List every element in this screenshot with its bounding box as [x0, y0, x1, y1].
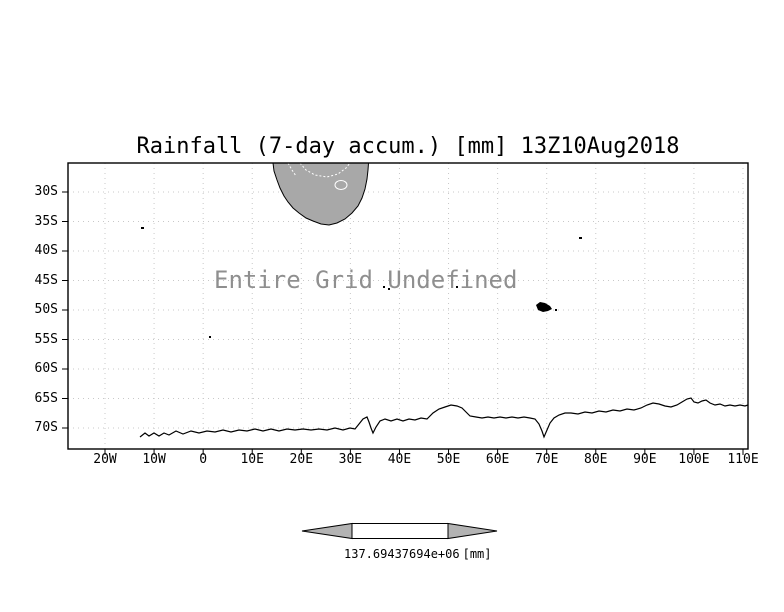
island-dot [555, 309, 557, 311]
kerguelen-island [536, 302, 552, 312]
lesotho-outline [334, 180, 348, 190]
x-axis-tick-label: 80E [584, 452, 608, 467]
grid-undefined-message: Entire Grid Undefined [214, 266, 518, 294]
y-axis-tick-label: 45S [34, 272, 58, 288]
island-dot [141, 227, 144, 229]
axis-ticks-layer [62, 191, 744, 455]
island-dot [388, 288, 390, 290]
x-axis-tick-label: 10E [240, 452, 264, 467]
colorbar-body [351, 523, 449, 539]
islands-group [141, 227, 582, 338]
antarctica-fill [140, 398, 748, 449]
y-axis-tick-label: 40S [34, 243, 58, 258]
country-border-line [299, 162, 351, 178]
x-axis-tick-label: 20E [289, 452, 314, 467]
antarctica-coastline [139, 397, 749, 439]
island-dot [383, 286, 385, 288]
y-axis-tick-label: 55S [34, 331, 58, 347]
antarctica-group [139, 397, 749, 449]
island-dot [579, 237, 582, 239]
plot-border [67, 162, 749, 450]
x-axis-tick-label: 60E [485, 452, 510, 467]
y-axis-tick-label: 35S [34, 213, 58, 229]
x-axis-tick-label: 20W [93, 452, 117, 467]
africa-landmass [272, 162, 370, 226]
y-axis-tick-label: 50S [34, 302, 58, 317]
y-axis-tick-label: 60S [34, 361, 58, 376]
africa-group [272, 162, 370, 226]
y-axis-tick-label: 65S [34, 390, 58, 406]
island-dot [209, 336, 211, 338]
chart-title: Rainfall (7-day accum.) [mm] 13Z10Aug201… [136, 134, 680, 159]
colorbar-label-left: 137.694 [344, 547, 395, 561]
y-axis-tick-label: 70S [34, 420, 58, 435]
x-axis-tick-label: 70E [534, 452, 559, 467]
colorbar-left-arrow [301, 522, 353, 540]
x-axis-tick-label: 10W [142, 452, 166, 467]
island-dot [456, 286, 458, 288]
country-border-line [287, 162, 297, 177]
colorbar-group [301, 522, 498, 540]
x-axis-tick-label: 110E [727, 452, 759, 467]
y-axis-tick-label: 30S [34, 184, 58, 199]
x-axis-tick-label: 30E [338, 452, 363, 467]
colorbar-unit-label: [mm] [462, 547, 492, 561]
x-axis-tick-label: 100E [678, 452, 710, 467]
x-axis-tick-label: 50E [436, 452, 461, 467]
colorbar-label-right: 37694e+06 [394, 547, 460, 561]
x-axis-tick-label: 0 [199, 452, 208, 467]
x-axis-tick-label: 90E [633, 452, 657, 467]
colorbar-right-arrow [447, 522, 498, 540]
x-axis-tick-label: 40E [387, 452, 412, 467]
colorbar-labels: 137.69437694e+06 [mm] [344, 547, 492, 561]
